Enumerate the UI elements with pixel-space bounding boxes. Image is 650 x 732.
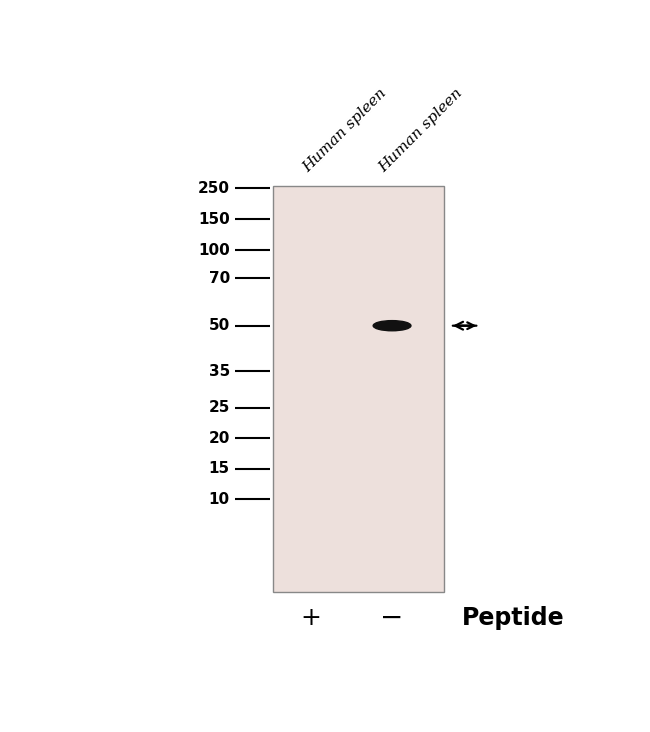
Text: 150: 150 [198,212,230,227]
Text: 70: 70 [209,271,230,286]
Ellipse shape [373,321,411,331]
Text: 20: 20 [209,431,230,446]
Text: 100: 100 [198,243,230,258]
Text: 250: 250 [198,181,230,195]
Bar [273,187,444,592]
Text: Human spleen: Human spleen [300,86,389,175]
Text: +: + [300,605,321,630]
Text: −: − [380,604,404,632]
Text: 10: 10 [209,492,230,507]
Text: 15: 15 [209,461,230,477]
Text: Human spleen: Human spleen [376,86,465,175]
Text: 25: 25 [209,400,230,416]
Text: 35: 35 [209,364,230,379]
Text: Peptide: Peptide [462,605,564,630]
Text: 50: 50 [209,318,230,333]
